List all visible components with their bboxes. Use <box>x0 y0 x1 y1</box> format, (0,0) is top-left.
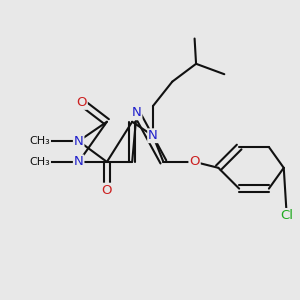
Text: N: N <box>74 135 83 148</box>
Text: N: N <box>148 129 158 142</box>
Text: N: N <box>74 155 83 168</box>
Text: O: O <box>76 96 87 109</box>
Text: CH₃: CH₃ <box>30 136 50 146</box>
Text: O: O <box>189 155 200 168</box>
Text: CH₃: CH₃ <box>30 157 50 167</box>
Text: O: O <box>102 184 112 196</box>
Text: Cl: Cl <box>280 209 293 222</box>
Text: N: N <box>132 106 142 119</box>
